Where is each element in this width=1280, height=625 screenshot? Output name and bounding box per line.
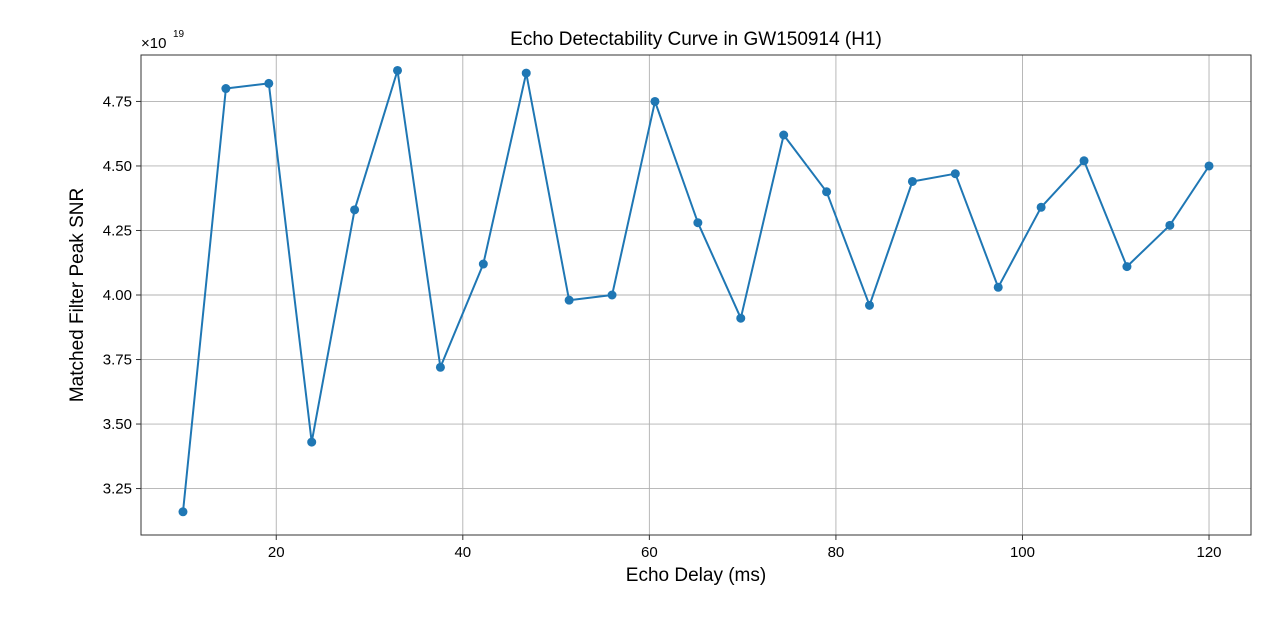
data-point	[307, 437, 317, 447]
x-axis-ticks: 20 40 60 80 100 120	[268, 535, 1222, 561]
y-axis-offset-label: ×10 19	[141, 29, 185, 52]
y-tick-label: 4.25	[103, 222, 132, 239]
y-axis-label: Matched Filter Peak SNR	[67, 188, 88, 402]
data-point	[435, 362, 445, 372]
data-point	[178, 507, 188, 517]
data-point	[564, 295, 574, 305]
data-point	[822, 187, 832, 197]
data-point	[478, 259, 488, 269]
data-point	[521, 68, 531, 78]
x-tick-label: 20	[268, 544, 285, 561]
data-point	[1204, 161, 1214, 171]
data-point	[693, 218, 703, 228]
data-point	[650, 96, 660, 106]
y-tick-label: 3.25	[103, 481, 132, 498]
grid	[141, 55, 1251, 535]
y-tick-label: 4.00	[103, 287, 132, 304]
y-offset-base: ×10	[141, 35, 166, 52]
x-axis-label: Echo Delay (ms)	[626, 565, 766, 586]
data-point	[350, 205, 360, 215]
x-tick-label: 120	[1197, 544, 1222, 561]
x-tick-label: 100	[1010, 544, 1035, 561]
data-point	[264, 78, 274, 88]
data-point-layer	[178, 65, 1214, 517]
data-point	[221, 84, 231, 94]
x-tick-label: 60	[641, 544, 658, 561]
chart-title: Echo Detectability Curve in GW150914 (H1…	[510, 29, 882, 50]
data-point	[779, 130, 789, 140]
y-axis-ticks: 3.25 3.50 3.75 4.00 4.25 4.50 4.75	[103, 93, 141, 498]
x-tick-label: 40	[454, 544, 471, 561]
data-point	[736, 313, 746, 323]
data-point	[993, 282, 1003, 292]
data-point	[1165, 220, 1175, 230]
y-offset-exponent: 19	[173, 29, 185, 40]
y-tick-label: 4.75	[103, 93, 132, 110]
data-point	[950, 169, 960, 179]
data-point	[1122, 262, 1132, 272]
series-line	[182, 69, 1210, 512]
y-tick-label: 3.75	[103, 352, 132, 369]
y-tick-label: 3.50	[103, 416, 132, 433]
series-line-layer	[182, 69, 1210, 512]
data-point	[864, 300, 874, 310]
data-point	[1079, 156, 1089, 166]
y-tick-label: 4.50	[103, 158, 132, 175]
data-point	[393, 65, 403, 75]
data-point	[907, 176, 917, 186]
data-point	[607, 290, 617, 300]
data-point	[1036, 202, 1046, 212]
x-tick-label: 80	[828, 544, 845, 561]
